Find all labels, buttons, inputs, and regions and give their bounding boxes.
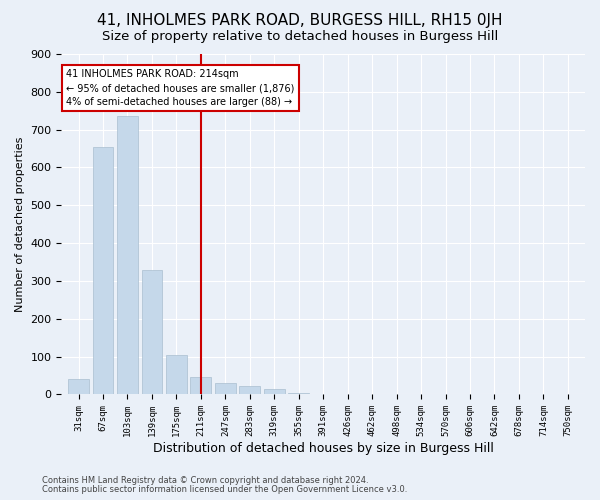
Bar — [166, 355, 187, 395]
Bar — [117, 116, 138, 394]
Text: Contains HM Land Registry data © Crown copyright and database right 2024.: Contains HM Land Registry data © Crown c… — [42, 476, 368, 485]
Text: 41 INHOLMES PARK ROAD: 214sqm
← 95% of detached houses are smaller (1,876)
4% of: 41 INHOLMES PARK ROAD: 214sqm ← 95% of d… — [66, 69, 295, 107]
Bar — [92, 146, 113, 394]
Bar — [239, 386, 260, 394]
Text: Contains public sector information licensed under the Open Government Licence v3: Contains public sector information licen… — [42, 485, 407, 494]
Bar — [215, 383, 236, 394]
Bar — [142, 270, 163, 394]
Y-axis label: Number of detached properties: Number of detached properties — [15, 136, 25, 312]
Bar — [289, 392, 309, 394]
Text: Size of property relative to detached houses in Burgess Hill: Size of property relative to detached ho… — [102, 30, 498, 43]
X-axis label: Distribution of detached houses by size in Burgess Hill: Distribution of detached houses by size … — [153, 442, 494, 455]
Text: 41, INHOLMES PARK ROAD, BURGESS HILL, RH15 0JH: 41, INHOLMES PARK ROAD, BURGESS HILL, RH… — [97, 12, 503, 28]
Bar — [264, 389, 284, 394]
Bar — [190, 378, 211, 394]
Bar — [68, 380, 89, 394]
